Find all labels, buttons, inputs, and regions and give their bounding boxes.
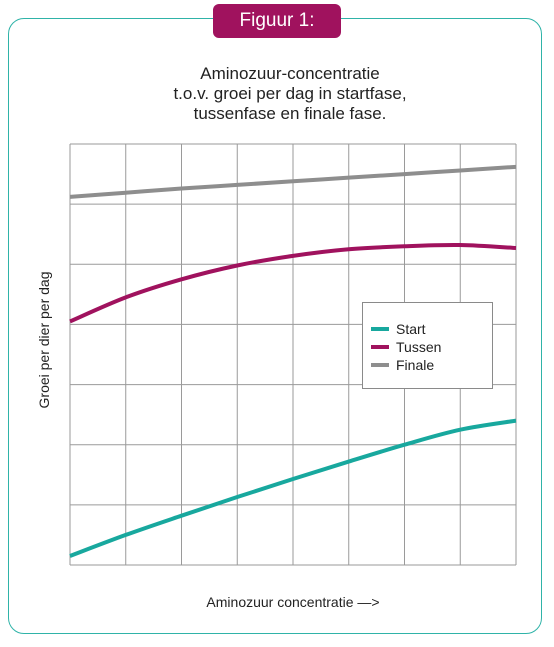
figure-badge: Figuur 1:	[213, 4, 341, 38]
legend-swatch-start	[371, 327, 389, 331]
y-axis-label: Groei per dier per dag	[36, 271, 52, 409]
chart-title-line-1: Aminozuur-concentratie	[200, 64, 380, 83]
x-axis-label: Aminozuur concentratie —>	[206, 594, 380, 610]
legend-swatch-finale	[371, 363, 389, 367]
legend-label-tussen: Tussen	[396, 339, 442, 355]
series-line-finale	[69, 164, 517, 199]
legend-label-finale: Finale	[396, 357, 435, 373]
legend-label-start: Start	[396, 321, 426, 337]
series-line-tussen	[69, 242, 517, 324]
chart-series	[69, 164, 517, 558]
legend-item-finale: Finale	[371, 356, 492, 374]
legend-item-tussen: Tussen	[371, 338, 492, 356]
chart-title: Aminozuur-concentratie t.o.v. groei per …	[100, 64, 480, 124]
chart-title-line-3: tussenfase en finale fase.	[193, 104, 387, 123]
legend-swatch-tussen	[371, 345, 389, 349]
series-line-start	[69, 418, 517, 558]
chart-title-line-2: t.o.v. groei per dag in startfase,	[173, 84, 407, 103]
legend-item-start: Start	[371, 320, 492, 338]
chart-legend: Start Tussen Finale	[362, 302, 493, 389]
